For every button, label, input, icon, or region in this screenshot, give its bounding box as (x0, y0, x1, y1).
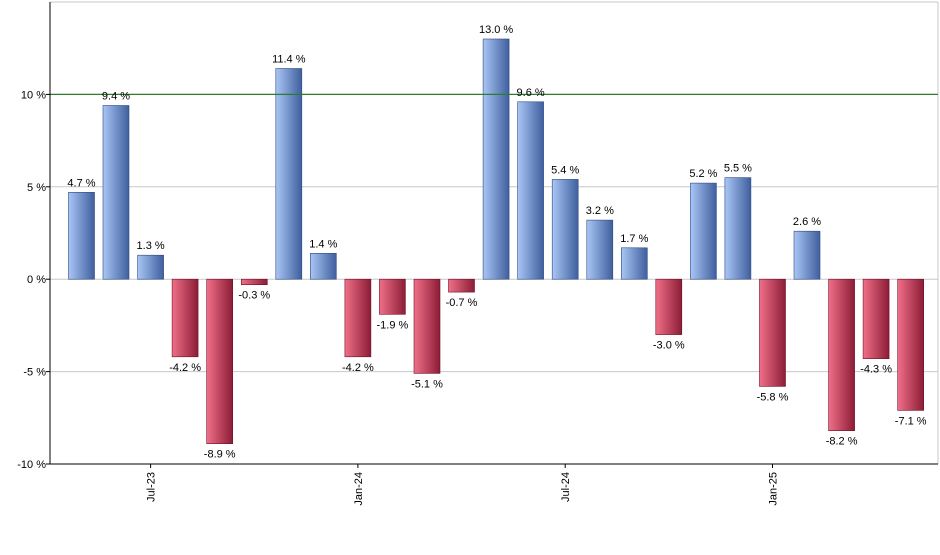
x-tick-label: Jan-25 (768, 472, 780, 506)
bar-negative (862, 278, 890, 360)
data-label: 5.5 % (724, 163, 752, 175)
data-label: 1.7 % (620, 233, 648, 245)
bar-positive (690, 182, 717, 280)
bar-negative (241, 278, 268, 286)
data-label: 2.6 % (793, 216, 821, 228)
bar-negative (897, 278, 925, 411)
bar-negative (759, 278, 786, 387)
y-tick-label: -5 % (23, 367, 46, 379)
data-label: 5.4 % (551, 164, 579, 176)
bar-positive (724, 177, 752, 280)
bars (68, 38, 925, 445)
data-label: -3.0 % (653, 340, 685, 352)
data-label: 4.7 % (67, 177, 95, 189)
bar-positive (68, 192, 95, 280)
data-label: 9.4 % (102, 91, 130, 103)
y-tick-label: 0 % (27, 274, 46, 286)
bar-positive (275, 68, 303, 280)
data-label: 9.6 % (517, 87, 545, 99)
bar-negative (413, 278, 441, 374)
bar-negative (344, 278, 372, 358)
data-label: -8.2 % (826, 436, 858, 448)
data-label: -1.9 % (377, 319, 409, 331)
bar-negative (206, 278, 233, 445)
data-label: 13.0 % (479, 24, 513, 36)
bar-negative (448, 278, 475, 293)
bar-negative (379, 278, 406, 315)
y-tick-label: 10 % (21, 89, 46, 101)
data-label: -0.3 % (238, 290, 270, 302)
x-tick-label: Jul-23 (146, 472, 158, 502)
y-tick-label: -10 % (17, 459, 46, 471)
axes: 10 % 5 % 0 % -5 % -10 % Jul-23 Jan-24 Jul-24 Jan… (17, 2, 938, 506)
bar-positive (102, 105, 130, 280)
y-tick-label: 5 % (27, 182, 46, 194)
data-label: -4.2 % (342, 362, 374, 374)
data-label: -5.8 % (757, 391, 789, 403)
bar-positive (309, 253, 337, 280)
data-label: -5.1 % (411, 378, 443, 390)
bar-negative (655, 278, 683, 335)
value-labels: 4.7 % 9.4 % 1.3 % -4.2 % -8.9 % -0.3 % 11.4 % 1… (67, 24, 926, 461)
data-label: 1.4 % (309, 238, 337, 250)
x-tick-label: Jan-24 (353, 472, 365, 506)
data-label: 1.3 % (137, 240, 165, 252)
bar-negative (171, 278, 199, 358)
data-label: 5.2 % (689, 168, 717, 180)
bar-positive (482, 38, 510, 280)
bar-positive (517, 101, 544, 280)
x-tick-label: Jul-24 (560, 472, 572, 502)
data-label: 11.4 % (272, 54, 306, 66)
data-label: 3.2 % (586, 205, 614, 217)
bar-positive (551, 179, 579, 280)
bar-positive (793, 230, 821, 280)
data-label: -8.9 % (204, 449, 236, 461)
bar-positive (620, 247, 648, 280)
bar-positive (586, 219, 614, 280)
data-label: -7.1 % (895, 415, 927, 427)
bar-positive (137, 254, 164, 280)
data-label: -4.2 % (169, 362, 201, 374)
data-label: -0.7 % (446, 297, 478, 309)
data-label: -4.3 % (860, 364, 892, 376)
bar-negative (828, 278, 855, 432)
